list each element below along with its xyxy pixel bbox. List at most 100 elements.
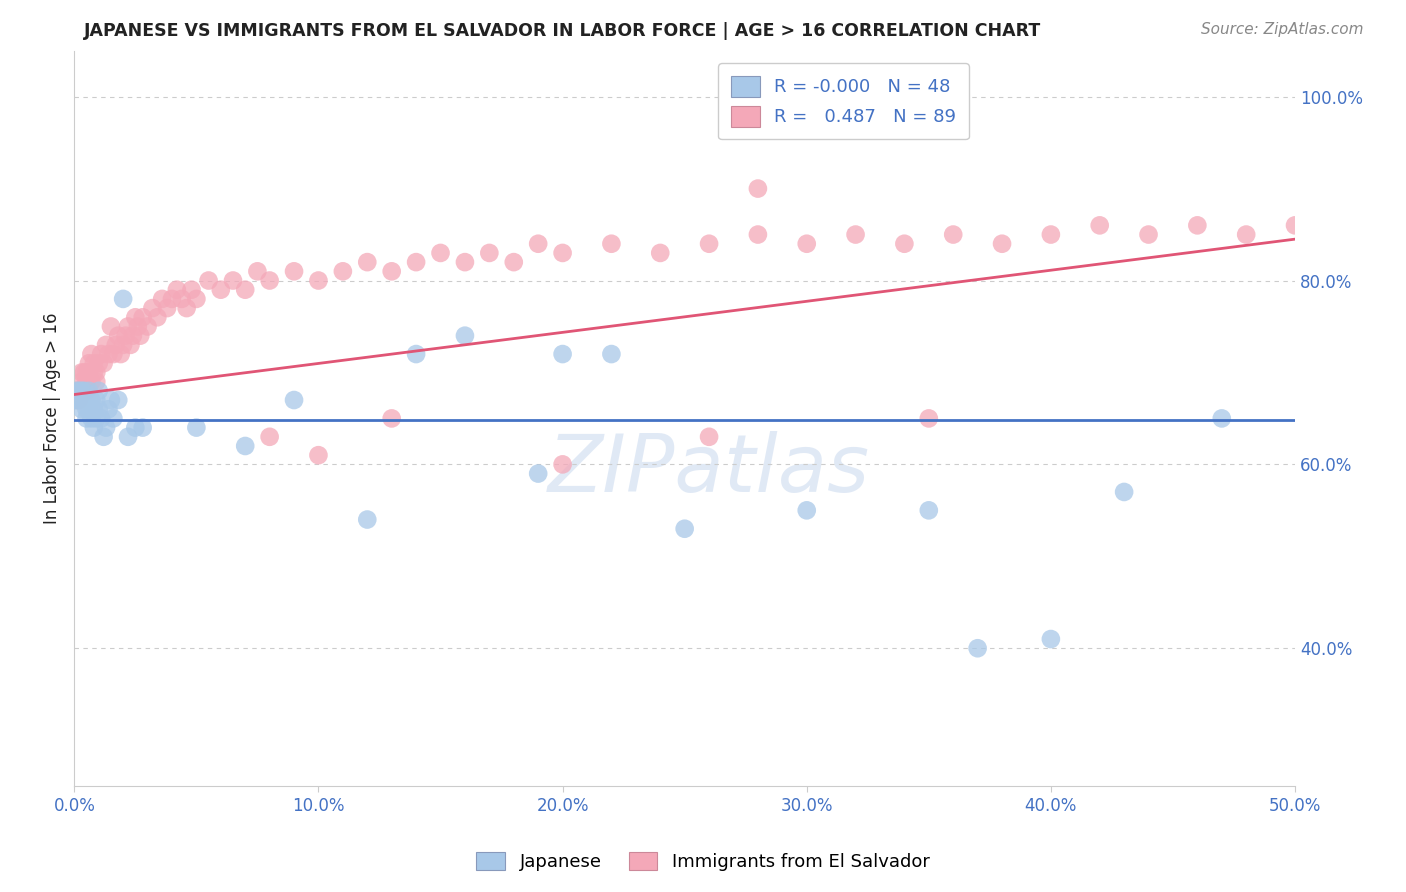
Point: [796, 236, 818, 251]
Point: [160, 292, 183, 306]
Point: [551, 347, 574, 361]
Point: [84, 411, 107, 425]
Point: [307, 273, 329, 287]
Point: [97, 347, 120, 361]
Point: [527, 467, 550, 481]
Point: [918, 503, 941, 517]
Point: [1284, 219, 1306, 233]
Point: [478, 246, 501, 260]
Point: [97, 402, 120, 417]
Point: [87, 384, 110, 398]
Point: [122, 328, 145, 343]
Point: [1039, 227, 1062, 242]
Point: [114, 328, 136, 343]
Point: [129, 328, 152, 343]
Point: [186, 292, 208, 306]
Point: [283, 392, 305, 407]
Point: [66, 384, 89, 398]
Point: [146, 310, 169, 325]
Point: [104, 338, 127, 352]
Point: [454, 255, 477, 269]
Point: [259, 273, 281, 287]
Point: [117, 319, 139, 334]
Point: [150, 292, 173, 306]
Point: [893, 236, 915, 251]
Point: [94, 338, 117, 352]
Point: [76, 366, 98, 380]
Point: [166, 283, 188, 297]
Point: [1039, 632, 1062, 646]
Legend: Japanese, Immigrants from El Salvador: Japanese, Immigrants from El Salvador: [470, 845, 936, 879]
Point: [454, 328, 477, 343]
Point: [84, 375, 107, 389]
Point: [697, 236, 720, 251]
Point: [103, 347, 125, 361]
Point: [1114, 485, 1136, 500]
Point: [141, 301, 163, 315]
Point: [90, 347, 112, 361]
Point: [1187, 219, 1209, 233]
Point: [747, 181, 769, 195]
Point: [76, 375, 98, 389]
Point: [107, 392, 129, 407]
Point: [66, 384, 89, 398]
Point: [73, 392, 96, 407]
Point: [918, 411, 941, 425]
Point: [67, 384, 90, 398]
Point: [83, 402, 105, 417]
Point: [283, 264, 305, 278]
Point: [942, 227, 965, 242]
Point: [93, 430, 115, 444]
Point: [84, 392, 107, 407]
Point: [73, 366, 96, 380]
Point: [1137, 227, 1160, 242]
Point: [87, 356, 110, 370]
Point: [527, 236, 550, 251]
Point: [673, 522, 696, 536]
Point: [70, 402, 93, 417]
Point: [80, 411, 103, 425]
Point: [94, 420, 117, 434]
Point: [197, 273, 219, 287]
Point: [747, 227, 769, 242]
Point: [112, 292, 135, 306]
Point: [80, 347, 103, 361]
Point: [233, 283, 256, 297]
Point: [83, 366, 105, 380]
Point: [120, 338, 142, 352]
Point: [70, 375, 93, 389]
Point: [84, 366, 107, 380]
Point: [356, 255, 378, 269]
Point: [76, 392, 98, 407]
Point: [77, 356, 100, 370]
Point: [87, 402, 110, 417]
Point: [356, 512, 378, 526]
Point: [966, 641, 988, 656]
Point: [170, 292, 193, 306]
Point: [66, 392, 89, 407]
Point: [70, 384, 93, 398]
Point: [100, 319, 122, 334]
Point: [112, 338, 135, 352]
Point: [103, 411, 125, 425]
Point: [233, 439, 256, 453]
Point: [1234, 227, 1257, 242]
Point: [697, 430, 720, 444]
Point: [156, 301, 179, 315]
Point: [131, 420, 153, 434]
Point: [600, 236, 623, 251]
Point: [67, 392, 90, 407]
Point: [100, 392, 122, 407]
Point: [186, 420, 208, 434]
Point: [796, 503, 818, 517]
Point: [259, 430, 281, 444]
Point: [73, 384, 96, 398]
Point: [67, 384, 90, 398]
Point: [991, 236, 1014, 251]
Point: [136, 319, 159, 334]
Point: [381, 411, 404, 425]
Point: [73, 384, 96, 398]
Point: [76, 384, 98, 398]
Point: [600, 347, 623, 361]
Point: [83, 356, 105, 370]
